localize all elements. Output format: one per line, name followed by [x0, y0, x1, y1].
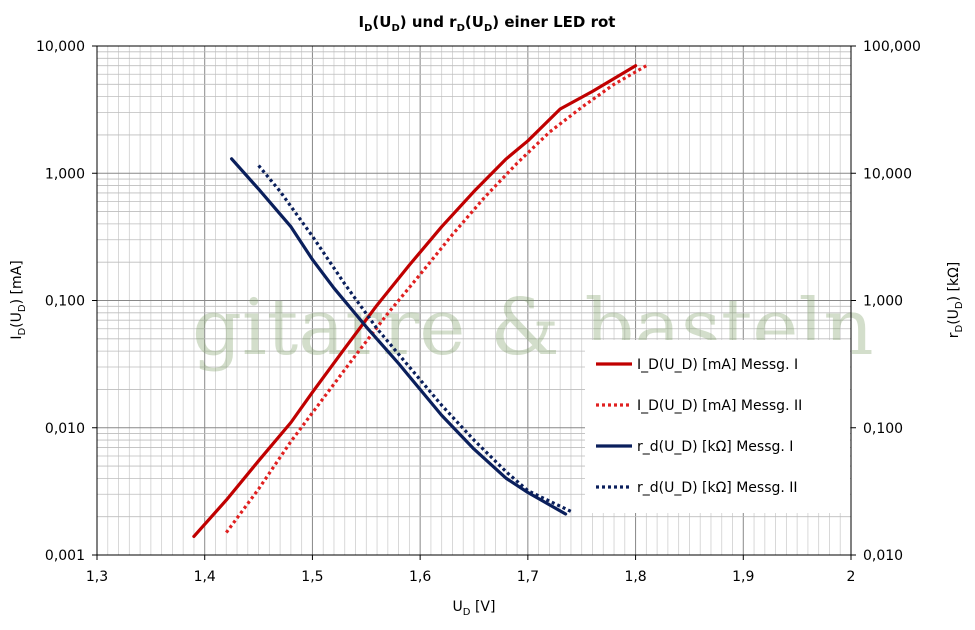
- x-tick-label: 1,7: [517, 569, 539, 585]
- legend-label-2: I_D(U_D) [mA] Messg. II: [637, 398, 802, 414]
- tick-labels: 1,3 1,4 1,5 1,6 1,7 1,8 1,9 2 0,001 0,010 0,100 1,0…: [36, 39, 921, 585]
- series-line-4: [257, 164, 572, 513]
- x-tick-label: 2: [847, 569, 856, 585]
- y-left-tick-label: 0,100: [45, 294, 85, 310]
- x-tick-label: 1,4: [194, 569, 216, 585]
- series-line-2: [225, 64, 648, 534]
- x-tick-label: 1,8: [624, 569, 646, 585]
- y-right-tick-label: 100,000: [863, 39, 921, 55]
- y-right-tick-label: 10,000: [863, 166, 912, 182]
- series-line-3: [230, 157, 568, 516]
- y-axis-left-title: ID(UD) [mA]: [9, 260, 28, 339]
- x-tick-label: 1,5: [301, 569, 323, 585]
- legend: I_D(U_D) [mA] Messg. I I_D(U_D) [mA] Mess…: [585, 340, 850, 513]
- chart-title: ID(UD) und rD(UD) einer LED rot: [359, 13, 616, 34]
- y-axis-right-title: rD(UD) [kΩ]: [946, 262, 965, 339]
- y-left-tick-label: 0,010: [45, 421, 85, 437]
- legend-label-1: I_D(U_D) [mA] Messg. I: [637, 357, 798, 373]
- x-tick-label: 1,3: [86, 569, 108, 585]
- legend-label-4: r_d(U_D) [kΩ] Messg. II: [637, 480, 798, 496]
- y-left-tick-label: 0,001: [45, 548, 85, 564]
- legend-label-3: r_d(U_D) [kΩ] Messg. I: [637, 439, 793, 455]
- x-axis-title: UD [V]: [453, 599, 496, 618]
- x-tick-label: 1,6: [409, 569, 431, 585]
- y-right-tick-label: 0,010: [863, 548, 903, 564]
- y-left-tick-label: 1,000: [45, 166, 85, 182]
- x-tick-label: 1,9: [732, 569, 754, 585]
- series-group: [192, 64, 648, 539]
- y-right-tick-label: 1,000: [863, 294, 903, 310]
- legend-box: [585, 340, 850, 513]
- y-right-tick-label: 0,100: [863, 421, 903, 437]
- grid: [96, 46, 852, 556]
- y-left-tick-label: 10,000: [36, 39, 85, 55]
- series-line-1: [192, 64, 638, 539]
